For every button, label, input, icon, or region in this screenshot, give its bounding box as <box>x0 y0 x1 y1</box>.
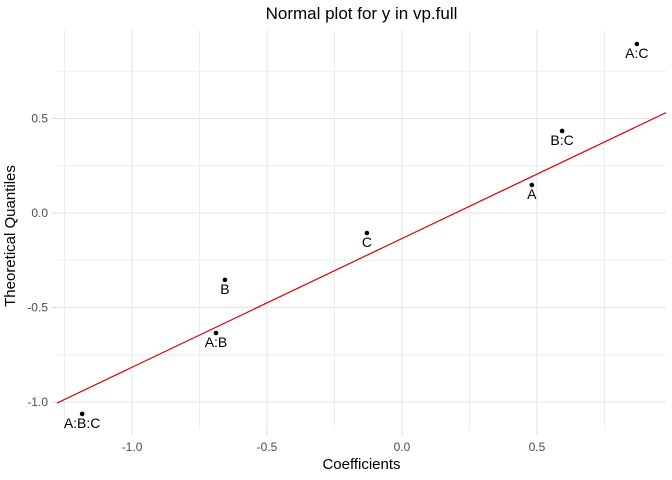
y-tick-label: 0.0 <box>31 206 48 220</box>
y-tick-label: -1.0 <box>27 395 48 409</box>
point-label: A:B:C <box>64 415 101 431</box>
data-point <box>79 411 85 417</box>
point-label: A:B <box>205 334 228 350</box>
point-label: A:C <box>625 45 648 61</box>
chart-title: Normal plot for y in vp.full <box>265 4 458 23</box>
x-tick-label: -1.0 <box>122 440 143 454</box>
point-label: B <box>220 281 229 297</box>
data-point <box>364 230 370 236</box>
x-tick-label: 0.0 <box>394 440 411 454</box>
reference-line <box>56 112 667 404</box>
data-point <box>529 182 535 188</box>
data-point <box>634 41 640 47</box>
data-point <box>213 330 219 336</box>
y-tick-label: -0.5 <box>27 301 48 315</box>
point-label: B:C <box>550 132 573 148</box>
point-label: A <box>527 186 537 202</box>
x-axis-title: Coefficients <box>322 456 401 473</box>
x-tick-label: -0.5 <box>257 440 278 454</box>
point-label: C <box>362 234 372 250</box>
x-tick-label: 0.5 <box>529 440 546 454</box>
y-tick-label: 0.5 <box>31 111 48 125</box>
data-point <box>222 277 228 283</box>
data-point <box>559 128 565 134</box>
